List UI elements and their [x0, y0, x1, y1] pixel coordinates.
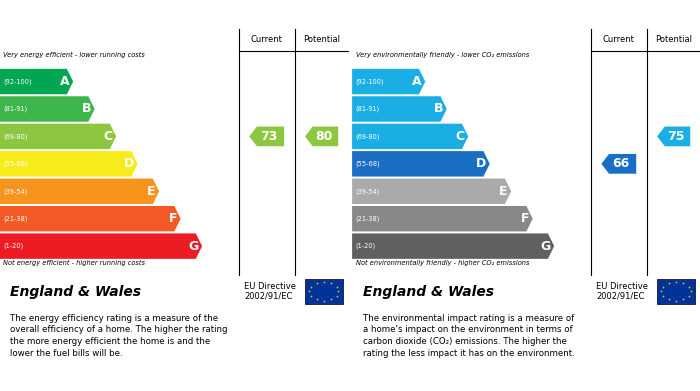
Polygon shape: [0, 96, 94, 122]
Polygon shape: [249, 127, 284, 146]
Text: E: E: [147, 185, 155, 198]
Text: (69-80): (69-80): [4, 133, 28, 140]
Text: England & Wales: England & Wales: [10, 285, 141, 299]
Text: Energy Efficiency Rating: Energy Efficiency Rating: [7, 8, 169, 21]
Text: D: D: [124, 157, 134, 170]
Text: The energy efficiency rating is a measure of the
overall efficiency of a home. T: The energy efficiency rating is a measur…: [10, 314, 228, 358]
Polygon shape: [352, 179, 511, 204]
Polygon shape: [0, 233, 202, 259]
Text: (39-54): (39-54): [356, 188, 380, 194]
Polygon shape: [0, 206, 181, 231]
Text: E: E: [499, 185, 508, 198]
Text: C: C: [104, 130, 113, 143]
FancyBboxPatch shape: [305, 279, 343, 304]
Polygon shape: [0, 151, 138, 177]
Text: (1-20): (1-20): [4, 243, 24, 249]
Polygon shape: [0, 69, 73, 94]
Polygon shape: [601, 154, 636, 174]
Text: Not energy efficient - higher running costs: Not energy efficient - higher running co…: [4, 260, 146, 266]
Text: EU Directive
2002/91/EC: EU Directive 2002/91/EC: [244, 282, 296, 301]
Text: (55-68): (55-68): [4, 161, 28, 167]
Polygon shape: [657, 127, 690, 146]
Text: (81-91): (81-91): [356, 106, 380, 112]
Text: (1-20): (1-20): [356, 243, 376, 249]
FancyBboxPatch shape: [657, 279, 695, 304]
Text: Current: Current: [251, 35, 283, 44]
Text: 75: 75: [667, 130, 685, 143]
Text: (39-54): (39-54): [4, 188, 28, 194]
Text: B: B: [82, 102, 91, 115]
Text: The environmental impact rating is a measure of
a home's impact on the environme: The environmental impact rating is a mea…: [363, 314, 574, 358]
Polygon shape: [352, 69, 425, 94]
Text: (21-38): (21-38): [356, 215, 380, 222]
Text: 80: 80: [315, 130, 332, 143]
Text: Not environmentally friendly - higher CO₂ emissions: Not environmentally friendly - higher CO…: [356, 260, 529, 266]
Text: (55-68): (55-68): [356, 161, 380, 167]
Text: Potential: Potential: [303, 35, 340, 44]
Text: G: G: [188, 240, 199, 253]
Text: England & Wales: England & Wales: [363, 285, 494, 299]
Text: Environmental Impact (CO₂) Rating: Environmental Impact (CO₂) Rating: [359, 8, 592, 21]
Polygon shape: [0, 179, 159, 204]
Polygon shape: [352, 124, 468, 149]
Polygon shape: [352, 206, 533, 231]
Text: EU Directive
2002/91/EC: EU Directive 2002/91/EC: [596, 282, 648, 301]
Text: F: F: [169, 212, 177, 225]
Polygon shape: [352, 233, 554, 259]
Text: Current: Current: [603, 35, 635, 44]
Text: A: A: [412, 75, 422, 88]
Polygon shape: [352, 96, 447, 122]
Text: 73: 73: [260, 130, 278, 143]
Text: B: B: [434, 102, 443, 115]
Text: Potential: Potential: [655, 35, 692, 44]
Text: (69-80): (69-80): [356, 133, 380, 140]
Text: F: F: [521, 212, 529, 225]
Text: (92-100): (92-100): [4, 78, 32, 85]
Text: Very energy efficient - lower running costs: Very energy efficient - lower running co…: [4, 52, 146, 58]
Polygon shape: [305, 127, 338, 146]
Text: A: A: [60, 75, 70, 88]
Text: C: C: [456, 130, 465, 143]
Text: D: D: [476, 157, 486, 170]
Polygon shape: [0, 124, 116, 149]
Text: Very environmentally friendly - lower CO₂ emissions: Very environmentally friendly - lower CO…: [356, 52, 529, 58]
Text: 66: 66: [612, 157, 630, 170]
Text: (21-38): (21-38): [4, 215, 28, 222]
Polygon shape: [352, 151, 490, 177]
Text: G: G: [540, 240, 551, 253]
Text: (92-100): (92-100): [356, 78, 384, 85]
Text: (81-91): (81-91): [4, 106, 28, 112]
